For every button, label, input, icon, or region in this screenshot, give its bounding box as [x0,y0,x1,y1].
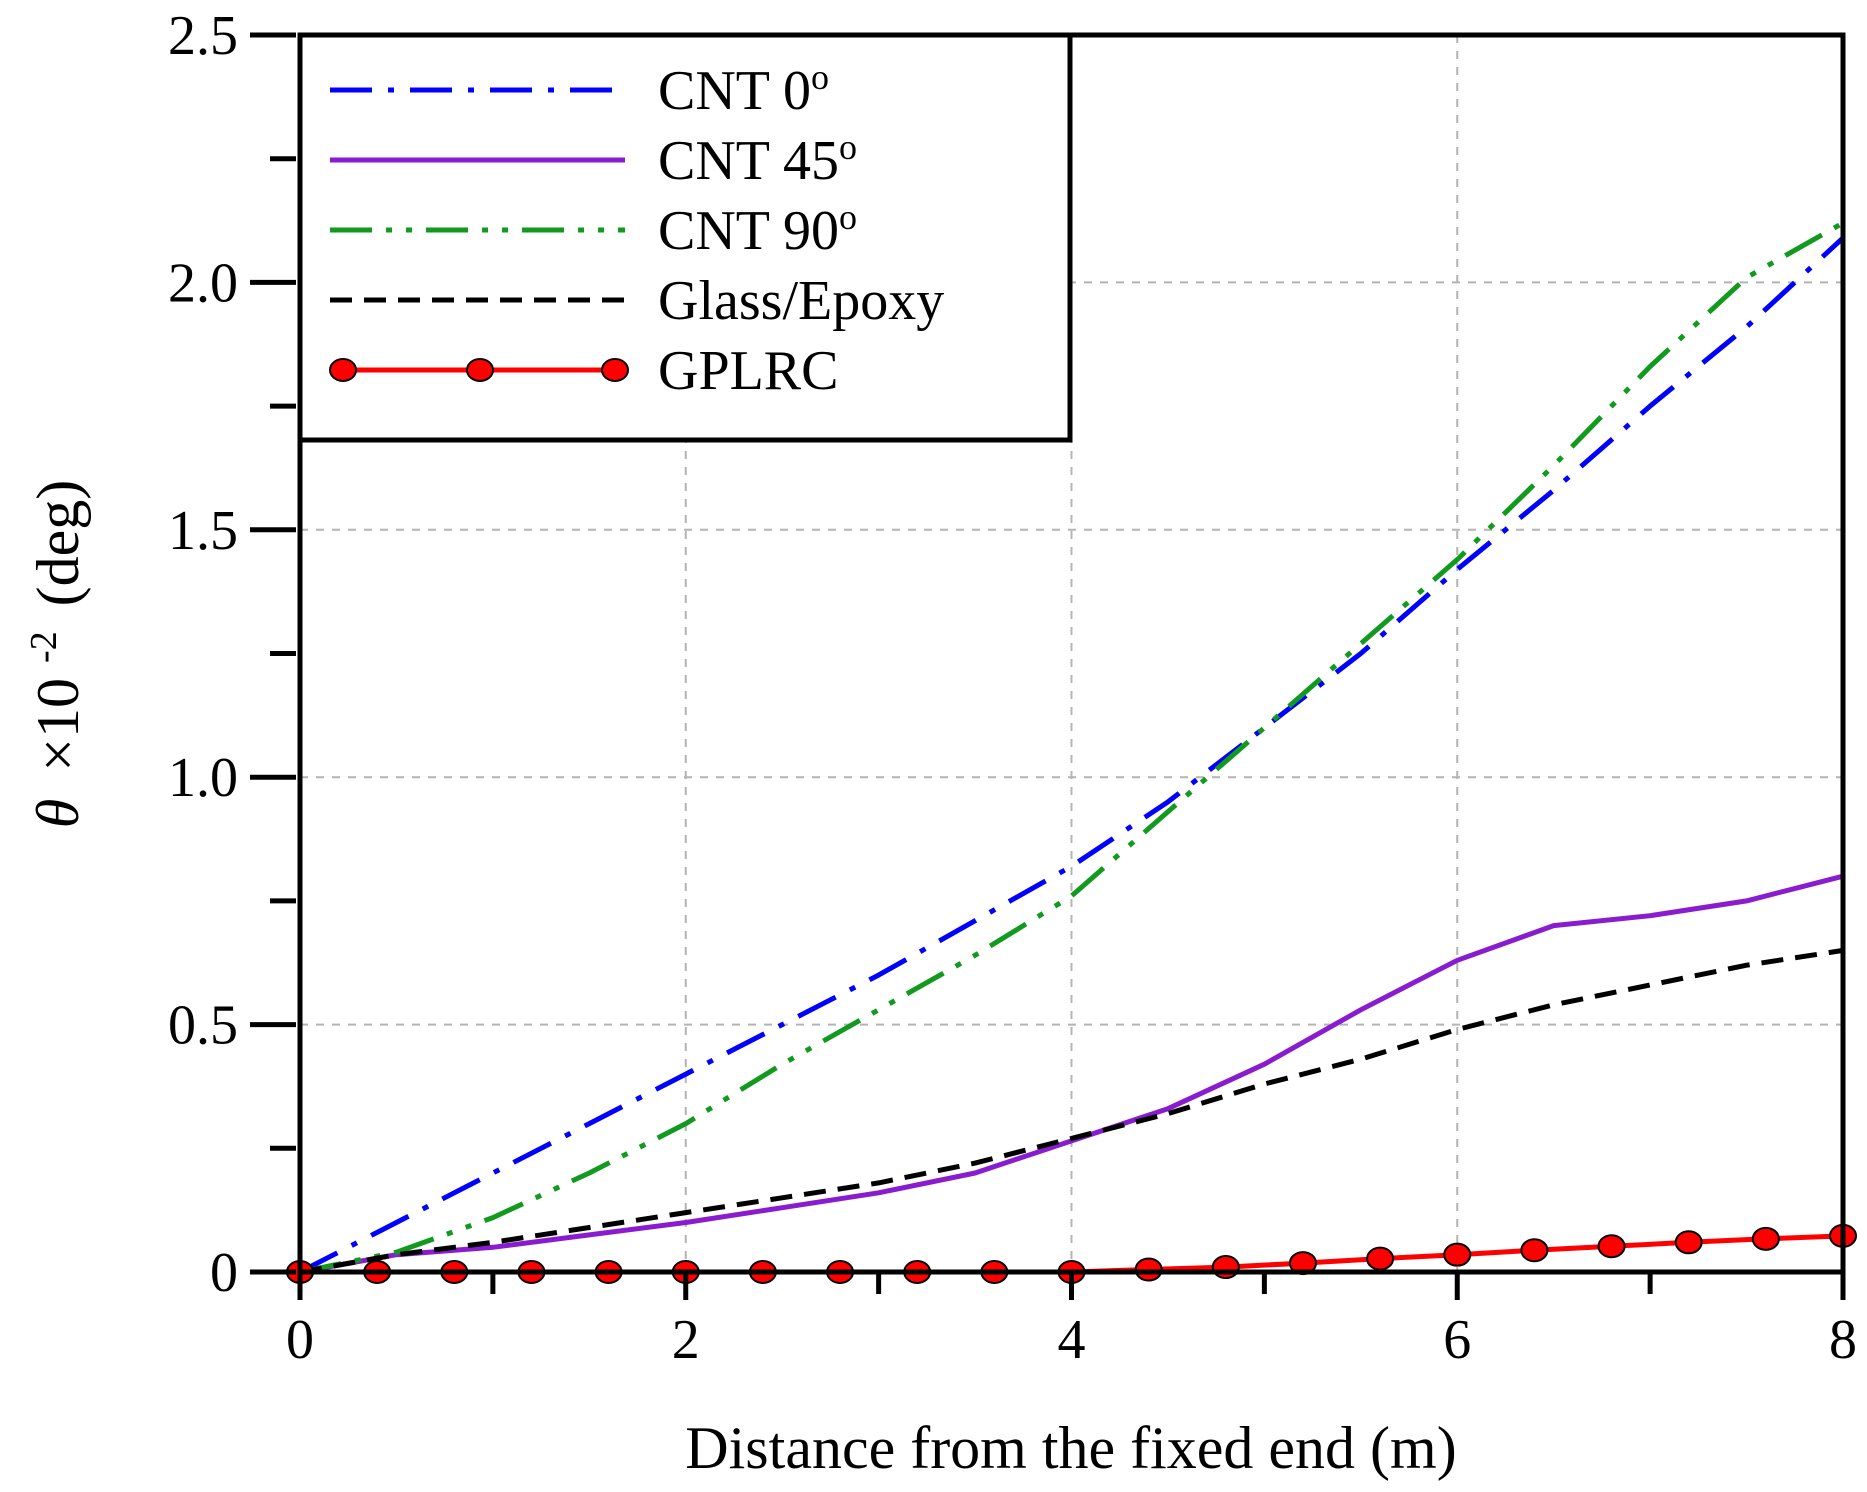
series-marker [1751,1226,1780,1251]
series-lines [286,220,1857,1284]
y-axis-exponent: -2 [23,631,65,663]
x-tick-label: 8 [1829,1309,1857,1371]
x-tick-label: 0 [286,1309,314,1371]
legend-label: CNT 90o [658,197,857,262]
y-axis-unit: (deg) [25,480,91,607]
x-axis-title: Distance from the fixed end (m) [685,1415,1456,1481]
series-line-3 [299,947,1844,1275]
legend-marker [329,358,357,382]
legend-label: CNT 0o [658,57,829,122]
y-axis-title: θ ×10 -2 (deg) [3,480,91,829]
y-axis-symbol: θ [25,799,91,828]
legend-marker [601,358,629,382]
y-tick-label: 2.0 [168,252,238,314]
series-marker [1520,1238,1549,1263]
series-marker [1674,1230,1703,1255]
legend-label: Glass/Epoxy [658,270,944,332]
series-line-2 [299,220,1845,1275]
y-tick-label: 0.5 [168,995,238,1057]
series-marker [1211,1255,1240,1280]
series-marker [1597,1234,1626,1259]
y-tick-label: 2.5 [168,5,238,67]
x-tick-label: 6 [1443,1309,1471,1371]
series-marker [1366,1246,1395,1271]
legend-marker [466,358,494,382]
x-tick-label: 4 [1058,1309,1086,1371]
legend-label: CNT 45o [658,127,857,192]
y-tick-label: 0 [210,1242,238,1304]
y-axis-factor: ×10 [25,678,91,772]
y-tick-label: 1.5 [168,500,238,562]
legend-label: GPLRC [658,340,839,402]
axis-ticks: 0 2 4 6 8 0 0.5 1.0 1.5 2.0 2.5 [168,5,1857,1371]
series-line-0 [298,236,1845,1275]
x-tick-label: 2 [672,1309,700,1371]
y-tick-label: 1.0 [168,747,238,809]
series-marker [1443,1242,1472,1267]
grid-lines [300,35,1843,1272]
